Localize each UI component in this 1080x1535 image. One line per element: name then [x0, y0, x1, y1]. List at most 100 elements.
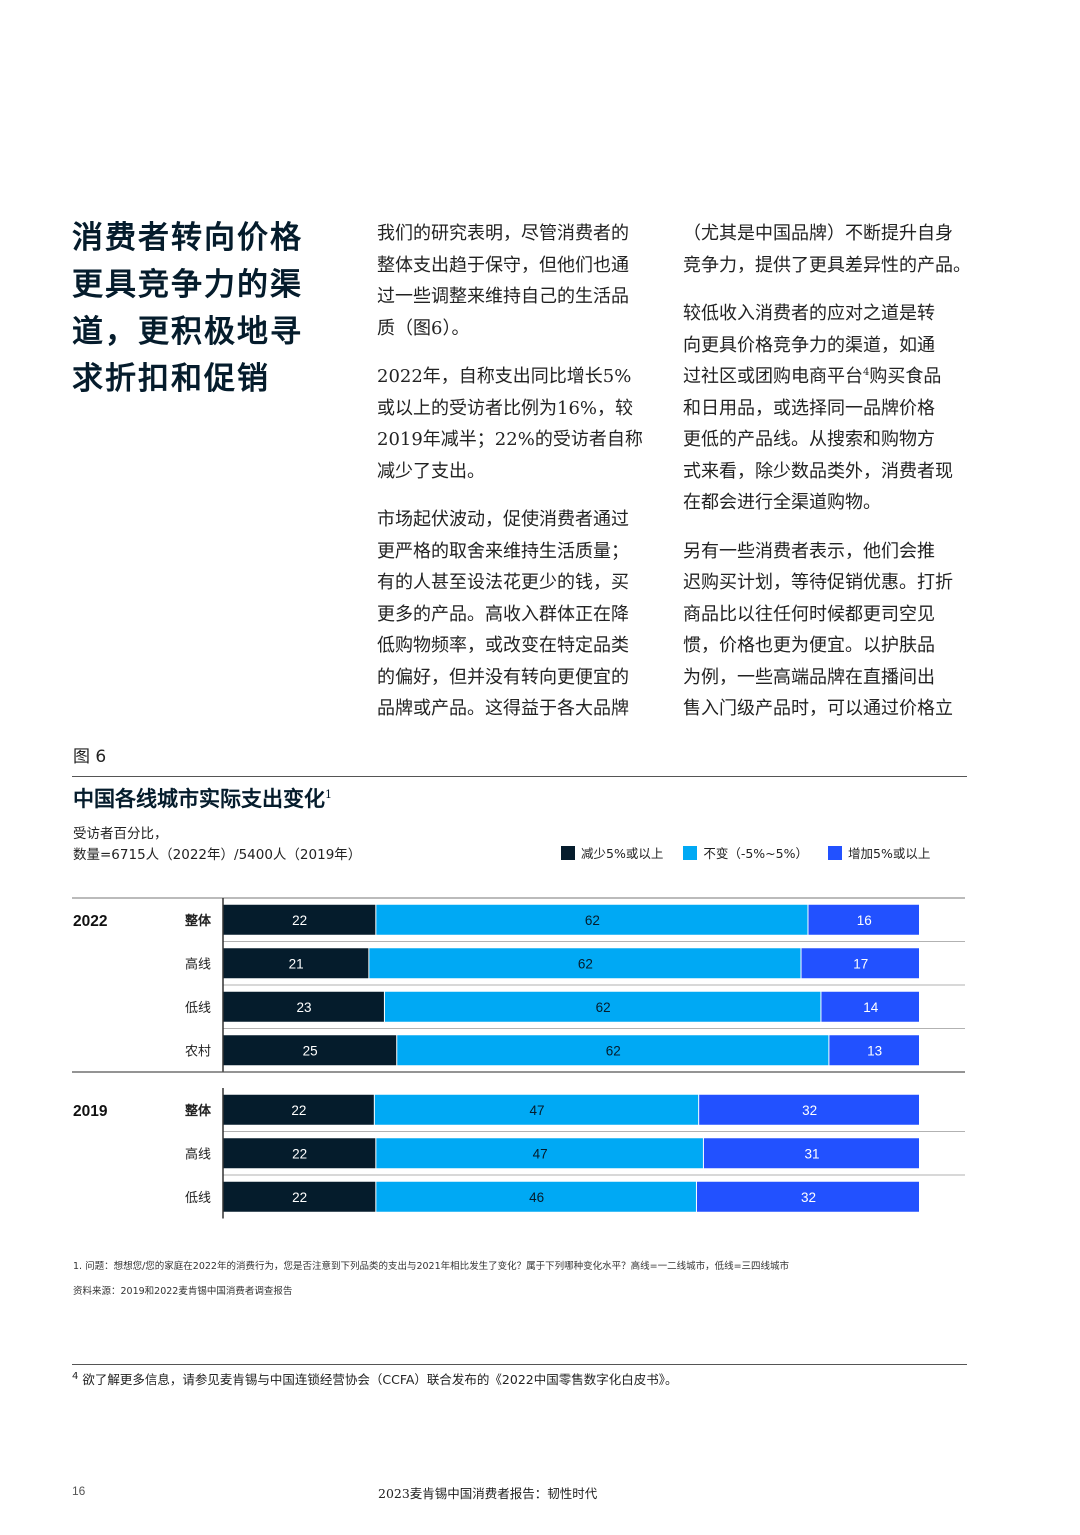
data-label: 62	[578, 956, 593, 971]
bar-segment	[696, 1181, 919, 1212]
body-line: 售入门级产品时，可以通过价格立	[683, 698, 953, 719]
body-line: 式来看，除少数品类外，消费者现	[683, 460, 953, 482]
data-label: 47	[529, 1103, 544, 1118]
data-label: 62	[606, 1043, 621, 1058]
body-line: 2019年减半；22%的受访者自称	[377, 429, 643, 450]
body-paragraph: 另有一些消费者表示，他们会推 迟购买计划，等待促销优惠。打折 商品比以往任何时候…	[683, 536, 978, 725]
legend-label: 减少5%或以上	[581, 846, 664, 861]
legend-label: 不变（-5%~5%）	[703, 846, 808, 861]
bar-segment	[376, 1138, 703, 1169]
figure-label: 图 6	[73, 747, 107, 767]
chart-canvas: 2022 整体 22 62 16 高线 21 62 17 低线 23 62 14 农村 25 62 13 2019…	[72, 897, 965, 1219]
bar-segment	[801, 948, 919, 979]
year-label: 2022	[73, 913, 107, 930]
body-line: 2022年，自称支出同比增长5%	[377, 366, 632, 387]
footnote: 4 欲了解更多信息，请参见麦肯锡与中国连锁经营协会（CCFA）联合发布的《202…	[72, 1369, 677, 1388]
chart-question-note: 1. 问题：想想您/您的家庭在2022年的消费行为，您是否注意到下列品类的支出与…	[73, 1261, 790, 1272]
chart-title-text: 中国各线城市实际支出变化	[73, 786, 325, 811]
data-label: 22	[292, 913, 307, 928]
body-line: 或以上的受访者比例为16%，较	[377, 397, 634, 419]
bar-segment	[376, 904, 808, 935]
bar-segment	[374, 1094, 699, 1125]
body-line: 惯，价格也更为便宜。以护肤品	[683, 635, 935, 656]
bar-segment	[223, 1035, 397, 1066]
page-number: 16	[72, 1484, 86, 1498]
body-paragraph: （尤其是中国品牌）不断提升自身 竞争力，提供了更具差异性的产品。	[683, 218, 978, 281]
body-line: 更严格的取舍来维持生活质量；	[377, 540, 629, 562]
data-label: 62	[585, 913, 600, 928]
body-line: 为例，一些高端品牌在直播间出	[683, 666, 935, 688]
data-label: 14	[863, 1000, 879, 1015]
category-label: 低线	[185, 1001, 211, 1016]
bar-segment	[808, 904, 919, 935]
data-label: 21	[289, 956, 304, 971]
bar-segment	[223, 991, 384, 1022]
bar-segment	[223, 1181, 376, 1212]
body-line: 有的人甚至设法花更少的钱，买	[377, 572, 629, 593]
bar-segment	[703, 1138, 919, 1169]
body-paragraph: 我们的研究表明，尽管消费者的 整体支出趋于保守，但他们也通 过一些调整来维持自己…	[377, 218, 662, 344]
bar-segment	[223, 1138, 376, 1169]
data-label: 22	[292, 1146, 307, 1161]
bar-segment	[376, 1181, 696, 1212]
body-line: （尤其是中国品牌）不断提升自身	[683, 223, 953, 244]
body-line: 另有一些消费者表示，他们会推	[683, 540, 935, 562]
body-text: 购买食品	[869, 366, 942, 387]
body-line: 品牌或产品。这得益于各大品牌	[377, 698, 629, 719]
legend-item: 减少5%或以上	[561, 843, 663, 862]
category-label: 整体	[184, 1103, 212, 1119]
bar-segment	[369, 948, 801, 979]
legend-swatch	[561, 845, 575, 860]
headline-line: 道，更积极地寻	[72, 314, 303, 350]
footnote-divider	[72, 1364, 967, 1365]
footnote-text: 欲了解更多信息，请参见麦肯锡与中国连锁经营协会（CCFA）联合发布的《2022中…	[82, 1372, 678, 1387]
data-label: 16	[857, 913, 872, 928]
legend-item: 增加5%或以上	[828, 843, 930, 862]
body-column-left: 我们的研究表明，尽管消费者的 整体支出趋于保守，但他们也通 过一些调整来维持自己…	[377, 218, 662, 742]
legend-label: 增加5%或以上	[848, 846, 931, 861]
chart-legend: 减少5%或以上 不变（-5%~5%） 增加5%或以上	[561, 843, 950, 862]
bar-segment	[384, 991, 821, 1022]
data-label: 17	[853, 956, 868, 971]
body-line: 我们的研究表明，尽管消费者的	[377, 223, 629, 244]
category-label: 低线	[185, 1191, 211, 1206]
body-paragraph: 市场起伏波动，促使消费者通过 更严格的取舍来维持生活质量； 有的人甚至设法花更少…	[377, 504, 662, 725]
bar-segment	[397, 1035, 829, 1066]
body-paragraph: 较低收入消费者的应对之道是转 向更具价格竞争力的渠道，如通 过社区或团购电商平台…	[683, 298, 978, 519]
chart-title: 中国各线城市实际支出变化1	[73, 783, 332, 813]
bar-segment	[223, 948, 369, 979]
data-label: 23	[296, 1000, 311, 1015]
body-line: 更低的产品线。从搜索和购物方	[683, 429, 935, 450]
bar-segment	[223, 904, 376, 935]
data-label: 25	[303, 1043, 318, 1058]
chart-unit-label: 受访者百分比， 数量=6715人（2022年）/5400人（2019年）	[73, 824, 361, 866]
body-text: 过社区或团购电商平台	[683, 366, 863, 387]
body-line: 市场起伏波动，促使消费者通过	[377, 509, 629, 530]
data-label: 62	[596, 1000, 611, 1015]
headline-line: 求折扣和促销	[72, 361, 270, 397]
body-line: 质（图6）。	[377, 317, 470, 339]
legend-swatch	[828, 845, 842, 860]
data-label: 32	[802, 1103, 817, 1118]
body-column-right: （尤其是中国品牌）不断提升自身 竞争力，提供了更具差异性的产品。 较低收入消费者…	[683, 218, 978, 742]
exhibit-divider	[72, 776, 967, 777]
body-line: 更多的产品。高收入群体正在降	[377, 603, 629, 625]
legend-item: 不变（-5%~5%）	[683, 843, 808, 862]
footnote-reference: 1	[325, 788, 332, 801]
body-line: 在都会进行全渠道购物。	[683, 492, 881, 513]
unit-line: 受访者百分比，	[73, 826, 168, 842]
stacked-bar-chart: 2022 整体 22 62 16 高线 21 62 17 低线 23 62 14 农村 25 62 13 2019…	[72, 896, 972, 1236]
bar-segment	[829, 1035, 919, 1066]
category-label: 高线	[185, 956, 211, 972]
body-line: 竞争力，提供了更具差异性的产品。	[683, 254, 971, 276]
body-line: 过社区或团购电商平台4购买食品	[683, 361, 978, 393]
footnote-reference: 4	[863, 367, 870, 378]
category-label: 农村	[185, 1044, 211, 1059]
body-line: 向更具价格竞争力的渠道，如通	[683, 334, 935, 356]
data-label: 22	[291, 1103, 306, 1118]
running-title: 2023麦肯锡中国消费者报告：韧性时代	[378, 1486, 598, 1501]
body-line: 低购物频率，或改变在特定品类	[377, 635, 629, 656]
data-label: 32	[801, 1190, 816, 1205]
body-line: 商品比以往任何时候都更司空见	[683, 603, 935, 625]
category-label: 高线	[185, 1146, 211, 1162]
